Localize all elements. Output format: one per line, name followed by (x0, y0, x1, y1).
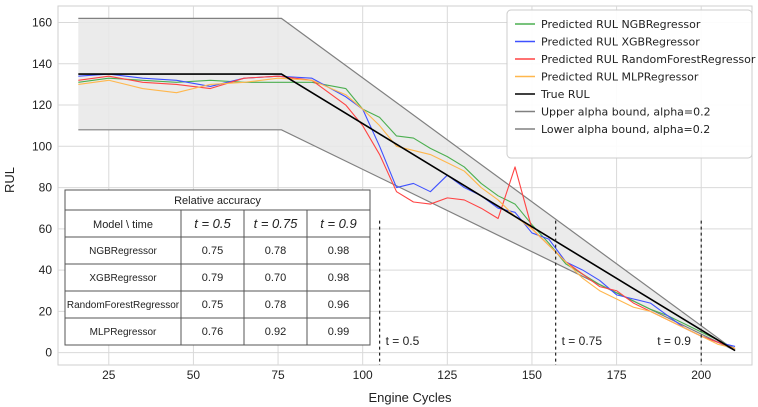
series-line-0 (78, 77, 736, 349)
series-line-3 (78, 77, 736, 350)
x-tick-label: 50 (187, 368, 201, 382)
table-model-cell: RandomForestRegressor (67, 300, 180, 311)
table-value-cell: 0.70 (265, 272, 286, 284)
table-value-cell: 0.78 (265, 299, 286, 311)
y-axis-label: RUL (2, 167, 17, 193)
x-tick-label: 150 (522, 368, 542, 382)
y-tick-label: 120 (32, 98, 52, 112)
table-value-cell: 0.98 (328, 272, 349, 284)
legend-label: Lower alpha bound, alpha=0.2 (541, 123, 710, 136)
table-value-cell: 0.92 (265, 326, 286, 338)
table-frame (64, 189, 371, 346)
y-tick-label: 160 (32, 16, 52, 30)
lower-bound-line (78, 129, 736, 352)
y-tick-label: 80 (39, 181, 53, 195)
series-group (78, 73, 736, 352)
upper-bound-line (78, 17, 736, 352)
table-model-cell: MLPRegressor (90, 327, 157, 338)
table-title: Relative accuracy (174, 195, 261, 207)
y-tick-label: 140 (32, 57, 52, 71)
y-tick-label: 20 (39, 304, 53, 318)
legend-box (506, 9, 753, 159)
legend-label: True RUL (540, 88, 591, 101)
legend-label: Predicted RUL RandomForestRegressor (541, 53, 756, 66)
table-header-cell: t = 0.75 (254, 216, 298, 231)
table-model-cell: XGBRegressor (89, 273, 157, 284)
table-model-cell: NGBRegressor (89, 246, 157, 257)
x-tick-label: 25 (102, 368, 116, 382)
y-tick-label: 60 (39, 222, 53, 236)
series-line-2 (78, 75, 736, 350)
table-value-cell: 0.99 (328, 326, 349, 338)
table-header-cell: Model \ time (93, 219, 153, 231)
legend-label: Predicted RUL NGBRegressor (541, 18, 701, 31)
table-header-cell: t = 0.9 (320, 216, 357, 231)
x-tick-label: 75 (271, 368, 285, 382)
relative-accuracy-table: Relative accuracy Model \ time t = 0.5 t = … (64, 189, 371, 346)
y-tick-label: 0 (45, 346, 52, 360)
y-tick-label: 40 (39, 263, 53, 277)
legend: Predicted RUL NGBRegressor Predicted RUL … (506, 9, 756, 159)
x-tick-label: 175 (607, 368, 627, 382)
table-value-cell: 0.75 (202, 299, 223, 311)
ticks: 25 50 75 100 125 150 175 200 0 20 40 60 80 100 120 140 1… (32, 16, 712, 382)
x-tick-label: 200 (691, 368, 711, 382)
y-tick-label: 100 (32, 139, 52, 153)
x-tick-label: 125 (437, 368, 457, 382)
table-value-cell: 0.98 (328, 245, 349, 257)
legend-label: Upper alpha bound, alpha=0.2 (541, 106, 711, 119)
annotation-label: t = 0.9 (657, 334, 691, 348)
table-value-cell: 0.78 (265, 245, 286, 257)
legend-label: Predicted RUL XGBRegressor (541, 36, 700, 49)
annotations: t = 0.5 t = 0.75 t = 0.9 (379, 220, 702, 365)
x-axis-label: Engine Cycles (368, 390, 452, 405)
table-value-cell: 0.76 (202, 326, 223, 338)
annotation-label: t = 0.5 (386, 334, 420, 348)
legend-label: Predicted RUL MLPRegressor (541, 71, 699, 84)
x-tick-label: 100 (353, 368, 373, 382)
table-value-cell: 0.75 (202, 245, 223, 257)
table-value-cell: 0.96 (328, 299, 349, 311)
annotation-label: t = 0.75 (562, 334, 603, 348)
table-header-cell: t = 0.5 (194, 216, 231, 231)
table-value-cell: 0.79 (202, 272, 223, 284)
true-rul-line (78, 73, 736, 352)
